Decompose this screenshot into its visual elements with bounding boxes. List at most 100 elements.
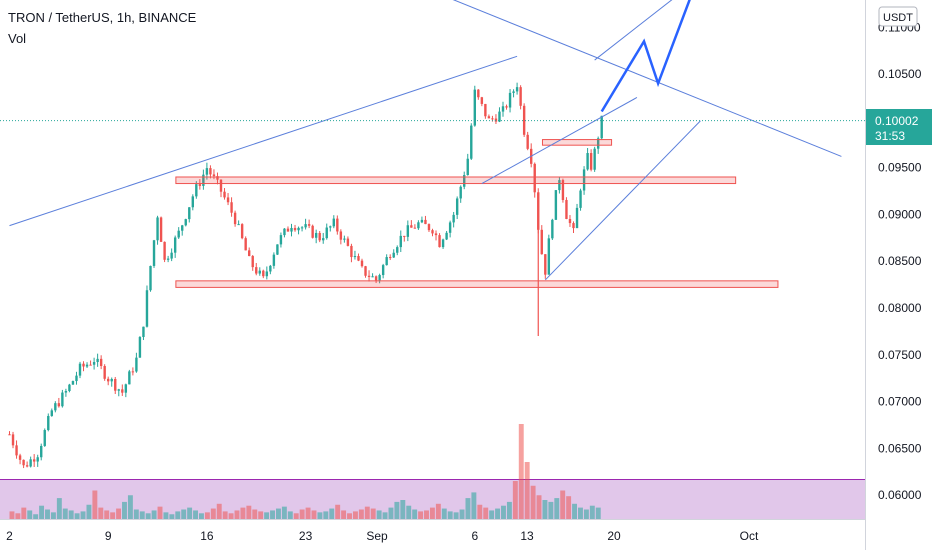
price-tick-label: 0.06500 [878,441,922,455]
volume-bar [589,505,595,519]
candle-body [255,267,258,274]
candle-body [491,118,494,120]
candle-body [78,363,82,376]
candle-body [452,214,455,223]
candle-body [205,168,209,175]
candle-body [568,218,572,224]
candle-body [103,366,106,379]
candle-body [343,238,346,240]
volume-bar [228,513,234,519]
channel-upper [481,97,638,184]
volume-bar [595,507,601,519]
candle-body [381,265,385,276]
candle-body [329,226,332,228]
symbol-title[interactable]: TRON / TetherUS, 1h, BINANCE [8,10,197,25]
time-tick-label: 9 [105,529,112,543]
candle-body [135,357,138,372]
volume-bar [424,510,429,519]
candle-body [441,239,445,248]
volume-bar [104,510,110,519]
volume-bar [116,508,122,519]
volume-bar [56,498,62,519]
candle-body [322,238,325,241]
candle-body [459,186,462,199]
price-tick-label: 0.09000 [878,207,922,221]
candle-body [311,225,314,238]
volume-bar [299,509,305,519]
candle-body [68,384,71,392]
candle-body [403,235,406,237]
time-tick-label: 20 [607,529,621,543]
volume-bar [317,512,323,519]
volume-bar [98,507,104,519]
chart-legend: TRON / TetherUS, 1h, BINANCE Vol [8,10,196,46]
candle-body [177,230,180,238]
volume-bar [477,504,483,519]
candle-body [522,105,526,135]
volume-bar [80,511,86,519]
volume-bar [418,511,424,519]
volume-bar [163,512,169,519]
candle-body [593,148,596,170]
volume-bar [524,462,530,519]
candle-body [216,176,219,180]
volume-bar [459,509,465,519]
volume-bar [400,500,406,519]
candle-body [473,89,476,126]
volume-bar [412,509,418,519]
volume-bar [86,504,92,519]
candle-body [463,175,466,187]
candle-body [540,229,543,255]
candle-body [417,222,420,229]
candle-body [551,219,554,239]
candle-body [233,212,237,225]
candle-body [484,103,487,117]
volume-bar [216,503,222,519]
volume-indicator-label[interactable]: Vol [8,31,27,46]
candle-body [89,364,92,366]
candle-body [163,241,166,260]
candle-body [526,134,529,149]
price-tick-label: 0.08500 [878,254,922,268]
candle-body [121,389,124,393]
currency-badge[interactable]: USDT [878,6,918,27]
candle-body [276,244,279,255]
candle-body [515,87,519,92]
volume-bar [139,511,145,519]
projection-channel-top [594,0,673,61]
volume-bar [270,510,275,519]
volume-bar [453,512,459,519]
volume-bar [175,511,181,519]
candle-body [498,111,501,122]
volume-bar [127,495,133,519]
candle-body [558,180,561,191]
candle-body [565,199,568,219]
time-axis[interactable]: 2 9 16 23 Sep 6 13 20 Oct [6,529,759,543]
candle-body [470,125,473,159]
candle-body [212,174,216,177]
price-tick-label: 0.08000 [878,301,922,315]
candle-body [290,227,293,232]
candle-body [173,237,177,253]
candle-body [131,371,135,373]
candles [8,82,603,469]
candle-body [399,235,402,248]
candle-body [406,225,410,237]
volume-bar [27,510,33,519]
volume-bar [264,512,270,519]
volume-bar [578,507,583,519]
candle-body [71,381,75,385]
candle-body [378,275,381,281]
volume-bar [193,510,199,519]
horizontal-zones [175,139,779,288]
zone-upper-small [541,139,613,146]
volume-bar [471,492,477,519]
candle-body [96,358,99,363]
candle-body [575,207,579,229]
candle-body [159,217,163,242]
volume-bar [495,508,501,519]
candle-body [117,389,120,391]
volume-bar [293,513,299,519]
